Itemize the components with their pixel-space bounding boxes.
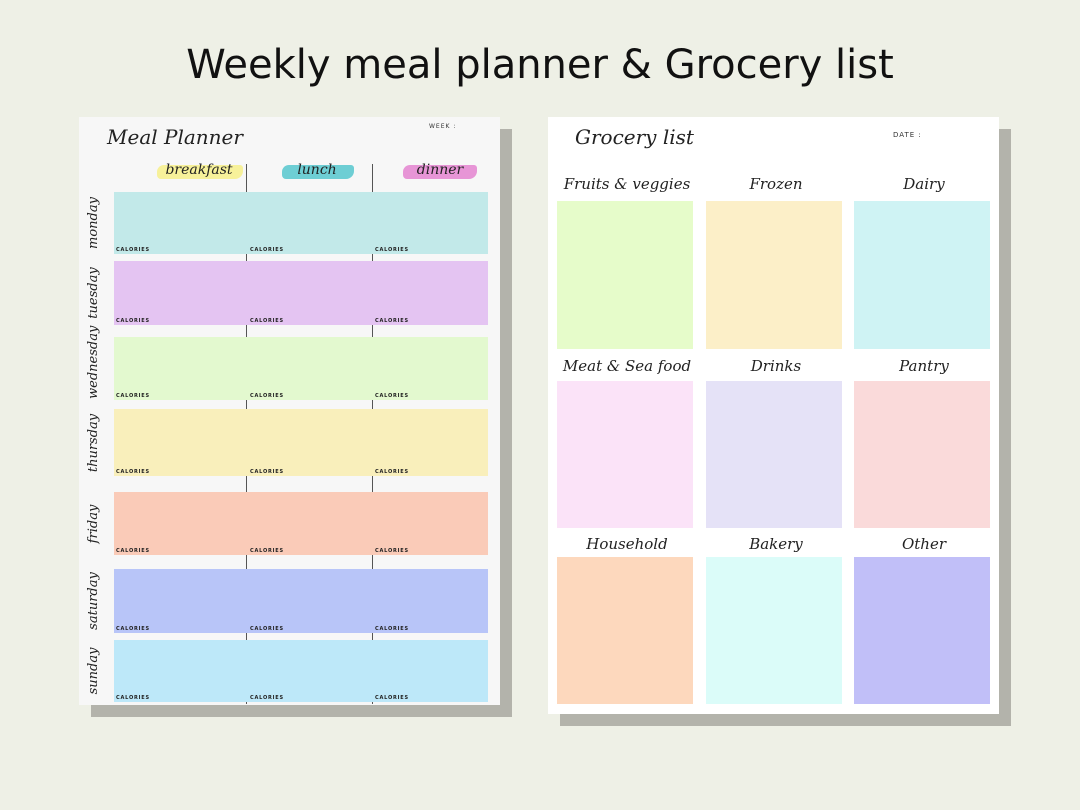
calories-label: CALORIES: [116, 548, 150, 554]
meal-planner-sheet: Meal Planner WEEK : breakfast lunch dinn…: [79, 117, 500, 705]
category-label: Dairy: [903, 175, 945, 193]
calories-label: CALORIES: [375, 626, 409, 632]
category-box[interactable]: [706, 381, 842, 528]
day-row-friday[interactable]: friday CALORIES CALORIES CALORIES: [86, 492, 488, 555]
grocery-list-sheet: Grocery list DATE : Fruits & veggies Froz…: [548, 117, 999, 714]
category-label: Frozen: [749, 175, 803, 193]
calories-label: CALORIES: [375, 548, 409, 554]
category-box[interactable]: [706, 201, 842, 349]
day-label: sunday: [86, 647, 101, 695]
category-label: Drinks: [750, 357, 802, 375]
calories-label: CALORIES: [116, 393, 150, 399]
category-box[interactable]: [854, 381, 990, 528]
day-label: friday: [86, 504, 101, 543]
column-header-breakfast: breakfast: [149, 160, 249, 182]
brush-stroke: [282, 165, 354, 179]
calories-label: CALORIES: [116, 695, 150, 701]
day-label: wednesday: [86, 325, 101, 399]
calories-label: CALORIES: [375, 318, 409, 324]
calories-label: CALORIES: [375, 695, 409, 701]
day-label: saturday: [86, 572, 101, 630]
category-label: Fruits & veggies: [563, 175, 691, 193]
day-row-sunday[interactable]: sunday CALORIES CALORIES CALORIES: [86, 640, 488, 702]
column-header-dinner: dinner: [397, 160, 483, 182]
week-field[interactable]: WEEK :: [429, 123, 457, 130]
calories-label: CALORIES: [116, 469, 150, 475]
day-label: monday: [86, 197, 101, 249]
column-label: lunch: [297, 162, 337, 178]
category-box[interactable]: [854, 201, 990, 349]
grocery-list-title: Grocery list: [575, 125, 694, 149]
day-label: tuesday: [86, 267, 101, 319]
category-label: Pantry: [899, 357, 949, 375]
calories-label: CALORIES: [375, 469, 409, 475]
column-label: dinner: [416, 162, 464, 178]
day-row-thursday[interactable]: thursday CALORIES CALORIES CALORIES: [86, 409, 488, 476]
calories-label: CALORIES: [116, 247, 150, 253]
column-header-lunch: lunch: [272, 160, 362, 182]
brush-stroke: [403, 165, 477, 179]
category-box[interactable]: [557, 557, 693, 704]
calories-label: CALORIES: [375, 247, 409, 253]
category-box[interactable]: [706, 557, 842, 704]
meal-planner-title: Meal Planner: [107, 125, 243, 149]
calories-label: CALORIES: [375, 393, 409, 399]
category-label: Bakery: [749, 535, 803, 553]
category-label: Meat & Sea food: [562, 357, 692, 375]
day-row-monday[interactable]: monday CALORIES CALORIES CALORIES: [86, 192, 488, 254]
calories-label: CALORIES: [116, 626, 150, 632]
calories-label: CALORIES: [250, 469, 284, 475]
brush-stroke: [157, 165, 243, 179]
calories-label: CALORIES: [250, 695, 284, 701]
column-label: breakfast: [165, 162, 233, 178]
calories-label: CALORIES: [250, 247, 284, 253]
category-label: Other: [901, 535, 947, 553]
day-label: thursday: [86, 413, 101, 472]
calories-label: CALORIES: [116, 318, 150, 324]
category-box[interactable]: [557, 201, 693, 349]
day-row-wednesday[interactable]: wednesday CALORIES CALORIES CALORIES: [86, 325, 488, 400]
calories-label: CALORIES: [250, 393, 284, 399]
calories-label: CALORIES: [250, 548, 284, 554]
date-field[interactable]: DATE :: [893, 131, 922, 139]
category-box[interactable]: [854, 557, 990, 704]
calories-label: CALORIES: [250, 318, 284, 324]
calories-label: CALORIES: [250, 626, 284, 632]
day-row-tuesday[interactable]: tuesday CALORIES CALORIES CALORIES: [86, 261, 488, 325]
page-title: Weekly meal planner & Grocery list: [186, 42, 894, 88]
category-box[interactable]: [557, 381, 693, 528]
day-row-saturday[interactable]: saturday CALORIES CALORIES CALORIES: [86, 569, 488, 633]
category-label: Household: [586, 535, 668, 553]
